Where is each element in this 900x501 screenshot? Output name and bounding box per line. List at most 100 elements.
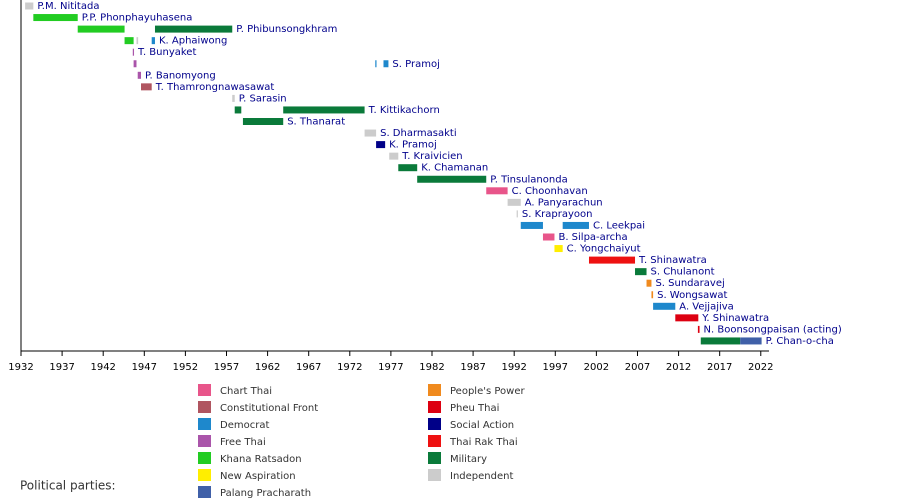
term-bar	[389, 152, 399, 160]
row-label: K. Chamanan	[421, 163, 488, 174]
row-label: S. Dharmasakti	[380, 128, 457, 139]
legend-label: Pheu Thai	[450, 403, 499, 414]
term-bar	[151, 37, 155, 45]
legend-swatch	[428, 418, 441, 430]
row-label: Y. Shinawatra	[701, 313, 769, 324]
legend-swatch	[198, 401, 211, 413]
row-label: A. Vejjajiva	[679, 301, 734, 312]
term-bar	[375, 60, 377, 68]
legend-swatch	[198, 418, 211, 430]
legend-swatch	[198, 486, 211, 498]
term-bar	[653, 302, 676, 310]
x-tick-label: 1932	[8, 362, 33, 373]
term-bar	[740, 337, 762, 345]
legend-swatch	[198, 452, 211, 464]
term-bar	[137, 71, 142, 79]
x-tick-label: 2007	[625, 362, 650, 373]
term-bar	[376, 141, 386, 149]
row-label: P. Tinsulanonda	[490, 174, 567, 185]
term-bar	[700, 337, 741, 345]
x-tick-label: 1962	[255, 362, 280, 373]
row-label: C. Yongchaiyut	[567, 244, 641, 255]
term-bar	[554, 245, 563, 253]
x-tick-label: 2022	[748, 362, 773, 373]
legend-swatch	[198, 469, 211, 481]
row-label: S. Wongsawat	[657, 290, 727, 301]
legend-label: Democrat	[220, 420, 269, 431]
x-tick-label: 2002	[584, 362, 609, 373]
x-tick-label: 1987	[460, 362, 485, 373]
term-bar	[234, 106, 242, 114]
term-bar	[136, 37, 139, 45]
legend-label: People's Power	[450, 386, 525, 397]
x-tick-label: 2012	[666, 362, 691, 373]
x-tick-label: 1982	[419, 362, 444, 373]
term-bar	[242, 118, 284, 125]
row-label: P. Chan-o-cha	[766, 336, 834, 347]
row-label: T. Thamrongnawasawat	[155, 82, 275, 93]
term-bar	[132, 48, 135, 56]
term-bar	[77, 25, 125, 33]
row-label: P.P. Phonphayuhasena	[82, 13, 193, 24]
row-label: S. Kraprayoon	[522, 209, 593, 220]
legend-label: Constitutional Front	[220, 403, 318, 414]
term-bar	[25, 2, 34, 10]
term-bar	[507, 198, 521, 206]
term-bar	[283, 106, 365, 114]
x-tick-label: 1952	[173, 362, 198, 373]
x-tick-label: 1972	[337, 362, 362, 373]
legend-label: Military	[450, 454, 487, 465]
row-label: S. Pramoj	[392, 59, 439, 70]
term-bar	[232, 94, 235, 102]
row-label: C. Choonhavan	[512, 186, 588, 197]
legend-label: Palang Pracharath	[220, 488, 311, 499]
row-label: S. Sundaravej	[655, 278, 724, 289]
legend-label: Thai Rak Thai	[449, 437, 518, 448]
legend-label: Social Action	[450, 420, 514, 431]
legend-label: New Aspiration	[220, 471, 296, 482]
term-bar	[675, 314, 699, 322]
row-label: P.M. Nititada	[37, 1, 99, 12]
x-tick-label: 1977	[378, 362, 403, 373]
row-label: T. Shinawatra	[638, 255, 707, 266]
term-bar	[154, 25, 233, 33]
row-label: T. Kittikachorn	[368, 105, 440, 116]
x-tick-label: 1942	[90, 362, 115, 373]
term-bar	[33, 14, 78, 22]
legend-swatch	[428, 452, 441, 464]
term-bar	[635, 268, 647, 276]
legend-swatch	[198, 384, 211, 396]
row-label: K. Pramoj	[389, 140, 437, 151]
row-label: S. Chulanont	[651, 267, 715, 278]
term-bar	[133, 60, 137, 68]
legend-swatch	[428, 384, 441, 396]
x-tick-label: 1947	[132, 362, 157, 373]
term-bar	[383, 60, 389, 68]
term-bar	[398, 164, 418, 172]
term-bar	[697, 325, 700, 333]
row-label: A. Panyarachun	[525, 197, 603, 208]
row-label: N. Boonsongpaisan (acting)	[704, 324, 842, 335]
term-bar	[364, 129, 377, 137]
legend-label: Khana Ratsadon	[220, 454, 302, 465]
x-tick-label: 1997	[543, 362, 568, 373]
x-tick-label: 1967	[296, 362, 321, 373]
term-bar	[141, 83, 152, 91]
legend-swatch	[428, 401, 441, 413]
row-label: S. Thanarat	[287, 117, 345, 128]
x-tick-label: 1957	[214, 362, 239, 373]
term-bar	[520, 221, 543, 229]
x-tick-label: 1937	[49, 362, 74, 373]
row-label: P. Phibunsongkhram	[236, 24, 337, 35]
row-label: T. Bunyaket	[137, 47, 196, 58]
row-label: C. Leekpai	[593, 220, 645, 231]
row-label: B. Silpa-archa	[558, 232, 627, 243]
term-bar	[417, 175, 487, 183]
term-bar	[486, 187, 508, 195]
term-bar	[542, 233, 555, 241]
term-bar	[562, 221, 589, 229]
term-bar	[124, 37, 134, 45]
legend-swatch	[428, 469, 441, 481]
legend-swatch	[428, 435, 441, 447]
